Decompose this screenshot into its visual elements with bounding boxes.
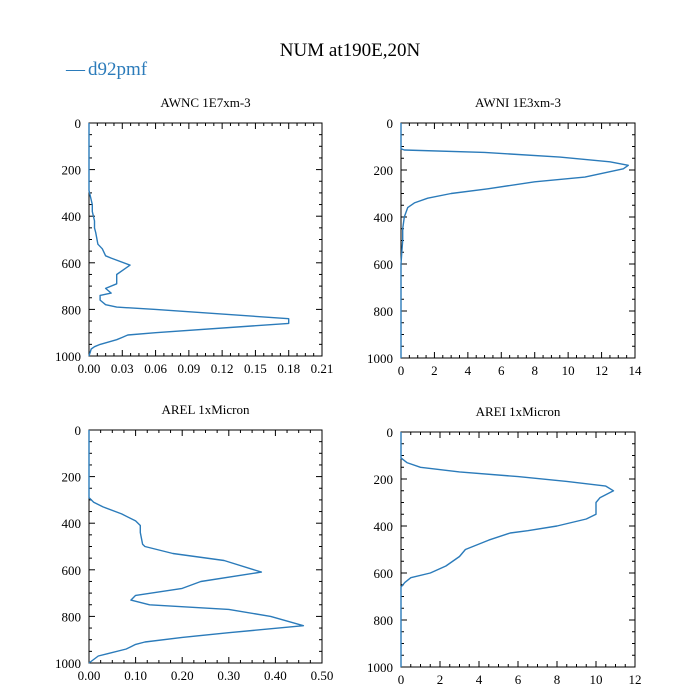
chart-panel-3: AREL 1xMicron 0.00 0.10 0.20 0.30 0.40 0.50 0 20… — [55, 402, 333, 683]
x-tick-label: 6 — [515, 672, 522, 687]
x-tick-label: 0.40 — [264, 668, 287, 683]
y-tick-label: 1000 — [55, 349, 81, 364]
x-tick-label: 0.06 — [144, 361, 167, 376]
y-tick-label: 0 — [75, 423, 82, 438]
panel-title: AREI 1xMicron — [476, 404, 561, 419]
x-tick-label: 0.30 — [217, 668, 240, 683]
x-tick-label: 0 — [398, 672, 405, 687]
panel-title: AWNC 1E7xm-3 — [160, 95, 250, 110]
x-tick-label: 10 — [562, 363, 575, 378]
x-tick-label: 4 — [476, 672, 483, 687]
x-tick-label: 0.21 — [311, 361, 334, 376]
x-tick-label: 0.50 — [311, 668, 334, 683]
y-tick-label: 200 — [374, 472, 394, 487]
x-tick-label: 0.15 — [244, 361, 267, 376]
legend-line-symbol: — — [65, 59, 86, 80]
x-tick-label: 0.18 — [277, 361, 300, 376]
y-tick-label: 800 — [62, 302, 82, 317]
plot-frame — [400, 122, 636, 359]
y-tick-label: 0 — [387, 116, 394, 131]
legend-label: d92pmf — [88, 59, 148, 80]
x-tick-label: 0.09 — [177, 361, 200, 376]
y-tick-label: 800 — [374, 613, 394, 628]
x-tick-label: 0 — [398, 363, 405, 378]
y-tick-label: 600 — [62, 563, 82, 578]
series-line-d92pmf — [88, 430, 305, 664]
plot-frame — [88, 122, 323, 357]
plot-frame — [400, 431, 636, 668]
x-tick-label: 14 — [629, 363, 643, 378]
x-tick-label: 0.10 — [124, 668, 147, 683]
y-tick-label: 400 — [374, 210, 394, 225]
x-tick-label: 12 — [629, 672, 642, 687]
x-tick-label: 8 — [531, 363, 538, 378]
y-tick-label: 1000 — [367, 351, 393, 366]
legend: — d92pmf — [65, 59, 148, 80]
series-line-d92pmf — [400, 432, 615, 667]
x-tick-label: 8 — [554, 672, 561, 687]
x-tick-label: 12 — [595, 363, 608, 378]
y-tick-label: 200 — [374, 163, 394, 178]
y-tick-label: 1000 — [55, 656, 81, 671]
y-tick-label: 200 — [62, 163, 82, 178]
figure-title: NUM at190E,20N — [280, 40, 421, 61]
series-line-d92pmf — [400, 123, 629, 358]
y-tick-label: 800 — [374, 304, 394, 319]
chart-panel-4: AREI 1xMicron 0 2 4 6 8 10 12 0 200 400 600 800 1000 — [367, 404, 642, 687]
y-tick-label: 600 — [62, 256, 82, 271]
y-tick-label: 400 — [374, 519, 394, 534]
y-tick-label: 1000 — [367, 660, 393, 675]
chart-panel-2: AWNI 1E3xm-3 0 2 4 6 8 10 12 14 0 200 400 600 800 1000 — [367, 95, 642, 378]
y-tick-label: 400 — [62, 209, 82, 224]
x-tick-label: 6 — [498, 363, 505, 378]
panel-title: AWNI 1E3xm-3 — [475, 95, 561, 110]
series-line-d92pmf — [88, 123, 290, 357]
panels: AWNC 1E7xm-3 0.00 0.03 0.06 0.09 0.12 0.15 0.18… — [55, 95, 642, 687]
y-tick-label: 0 — [387, 425, 394, 440]
y-tick-label: 400 — [62, 516, 82, 531]
x-tick-label: 0.00 — [78, 668, 101, 683]
x-tick-label: 10 — [590, 672, 603, 687]
x-tick-label: 0.20 — [171, 668, 194, 683]
y-tick-label: 800 — [62, 609, 82, 624]
x-tick-label: 2 — [431, 363, 438, 378]
y-tick-label: 0 — [75, 116, 82, 131]
x-tick-label: 0.03 — [111, 361, 134, 376]
x-tick-label: 2 — [437, 672, 444, 687]
y-tick-label: 200 — [62, 470, 82, 485]
x-tick-label: 0.12 — [211, 361, 234, 376]
chart-panel-1: AWNC 1E7xm-3 0.00 0.03 0.06 0.09 0.12 0.15 0.18… — [55, 95, 333, 376]
x-tick-label: 0.00 — [78, 361, 101, 376]
x-tick-label: 4 — [465, 363, 472, 378]
y-tick-label: 600 — [374, 566, 394, 581]
panel-title: AREL 1xMicron — [162, 402, 250, 417]
y-tick-label: 600 — [374, 257, 394, 272]
plot-frame — [88, 429, 323, 664]
